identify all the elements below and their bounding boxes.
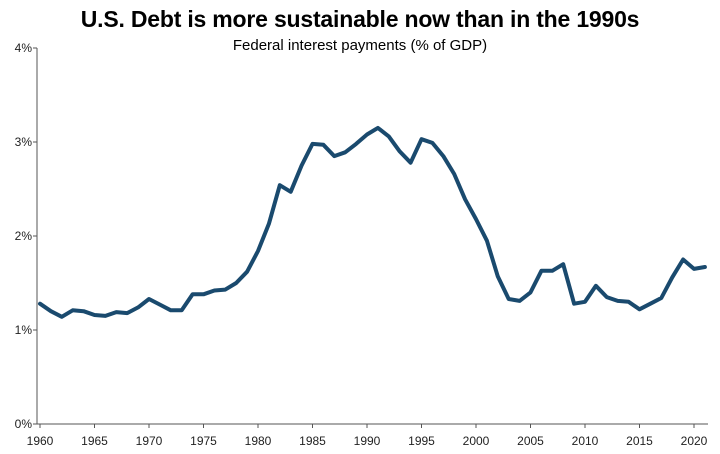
- y-tick-label: 0%: [15, 417, 33, 431]
- x-tick-label: 1985: [299, 434, 326, 448]
- chart-subtitle: Federal interest payments (% of GDP): [232, 37, 488, 54]
- x-tick-label: 1990: [354, 434, 381, 448]
- x-tick-label: 2000: [463, 434, 490, 448]
- x-tick-label: 1975: [190, 434, 217, 448]
- y-tick-label: 2%: [15, 229, 33, 243]
- x-tick-label: 2015: [626, 434, 653, 448]
- x-tick-label: 1980: [245, 434, 272, 448]
- interest-payments-line: [38, 125, 707, 319]
- y-tick-label: 3%: [15, 135, 33, 149]
- x-tick-label: 1965: [81, 434, 108, 448]
- x-tick-label: 1995: [408, 434, 435, 448]
- x-tick-label: 1970: [136, 434, 163, 448]
- y-tick-label: 1%: [15, 323, 33, 337]
- x-tick-label: 1960: [27, 434, 54, 448]
- x-tick-label: 2020: [681, 434, 708, 448]
- x-tick-label: 2010: [572, 434, 599, 448]
- y-tick-label: 4%: [15, 41, 33, 55]
- x-tick-label: 2005: [517, 434, 544, 448]
- chart-title: U.S. Debt is more sustainable now than i…: [80, 6, 640, 32]
